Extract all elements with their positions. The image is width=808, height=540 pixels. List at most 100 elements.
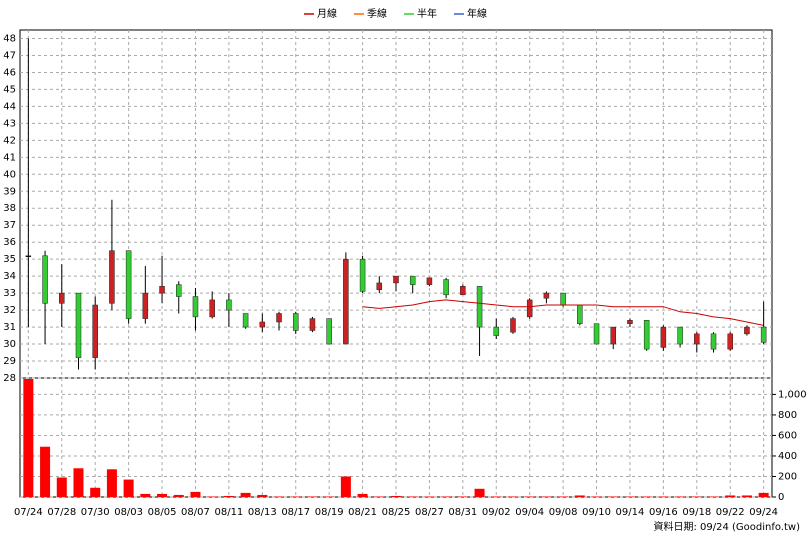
x-tick-label: 08/27 [415, 507, 444, 518]
volume-bar [324, 496, 335, 497]
volume-bar [691, 496, 702, 497]
candle-body [326, 318, 332, 345]
y-tick-label: 45 [3, 84, 16, 95]
y-tick-label: 31 [3, 322, 16, 333]
x-tick-label: 09/10 [582, 507, 611, 518]
candle-body [59, 292, 65, 304]
x-tick-label: 09/22 [716, 507, 745, 518]
candle-body [192, 296, 199, 318]
x-tick-label: 07/28 [47, 507, 76, 518]
candle-body [510, 318, 516, 333]
volume-bar [106, 469, 117, 497]
volume-bar [624, 496, 635, 497]
volume-bar [474, 488, 485, 497]
y-tick-label: 35 [3, 254, 16, 265]
x-tick-label: 08/03 [114, 507, 143, 518]
y2-tick-label: 200 [778, 471, 797, 482]
volume-bar [290, 496, 301, 497]
candle-body [643, 320, 650, 350]
x-tick-label: 08/19 [315, 507, 344, 518]
y-tick-label: 34 [3, 271, 16, 282]
y-tick-label: 37 [3, 220, 16, 231]
x-tick-label: 09/16 [649, 507, 678, 518]
volume-bar [725, 495, 736, 497]
y-tick-label: 44 [3, 101, 16, 112]
volume-bar [123, 479, 134, 497]
volume-bar [307, 496, 318, 497]
volume-bar [675, 496, 686, 497]
candle-body [610, 326, 616, 345]
y-tick-label: 39 [3, 186, 16, 197]
volume-bar [507, 496, 518, 497]
candle-body [159, 286, 165, 294]
candle-body [460, 286, 466, 296]
candle-body [209, 299, 215, 318]
candle-body [744, 326, 750, 335]
volume-bar [340, 476, 351, 497]
y2-tick-label: 600 [778, 430, 797, 441]
volume-bar [56, 477, 67, 497]
candle-body [42, 255, 48, 304]
candle-body [409, 275, 416, 285]
volume-bar [708, 496, 719, 497]
candle-body [92, 304, 98, 358]
x-tick-label: 09/24 [749, 507, 778, 518]
y-tick-label: 40 [3, 169, 16, 180]
candle-body [577, 304, 583, 324]
volume-bar [641, 496, 652, 497]
y-tick-label: 29 [3, 356, 16, 367]
candle-body [276, 313, 282, 323]
x-tick-label: 08/21 [348, 507, 377, 518]
candle-body [627, 320, 633, 324]
candle-body [593, 323, 600, 345]
y-tick-label: 48 [3, 33, 16, 44]
candle-body [176, 284, 182, 297]
y-tick-label: 42 [3, 135, 16, 146]
volume-bar [173, 494, 184, 497]
volume-bar [441, 496, 452, 497]
volume-bar [207, 496, 218, 497]
x-tick-label: 08/13 [248, 507, 277, 518]
candle-body [694, 333, 700, 345]
candle-body [376, 282, 383, 290]
candle-body [25, 255, 32, 258]
candle-body [109, 250, 115, 304]
volume-bar [608, 496, 619, 497]
candle-body [476, 286, 483, 328]
volume-bar [157, 493, 168, 497]
candle-body [760, 326, 767, 343]
x-tick-label: 08/17 [281, 507, 310, 518]
x-tick-label: 08/05 [148, 507, 177, 518]
volume-bar [190, 491, 201, 497]
y-tick-label: 33 [3, 288, 16, 299]
volume-bar [758, 492, 769, 497]
candle-body [242, 313, 249, 328]
candle-body [309, 318, 316, 331]
plot-frame [19, 29, 773, 498]
candle-body [677, 326, 683, 345]
volume-bar [257, 494, 268, 497]
volume-bar [223, 495, 234, 497]
x-tick-label: 09/02 [482, 507, 511, 518]
y2-tick-label: 0 [778, 492, 784, 503]
legend-label: 年線 [467, 7, 487, 20]
x-tick-label: 07/30 [81, 507, 110, 518]
candle-body [125, 250, 132, 319]
candle-body [543, 292, 550, 299]
ma-line [362, 299, 764, 326]
volume-bar [524, 496, 535, 497]
candle-body [142, 292, 149, 319]
candle-body [660, 326, 667, 348]
candle-body [226, 299, 232, 311]
y-tick-label: 47 [3, 50, 16, 61]
volume-bar [424, 496, 435, 497]
volume-bar [391, 495, 401, 497]
y2-tick-label: 1,000 [778, 389, 807, 400]
x-tick-label: 07/24 [14, 507, 43, 518]
candle-body [75, 292, 82, 358]
x-tick-label: 08/11 [214, 507, 243, 518]
volume-bar [274, 496, 285, 497]
y2-tick-label: 800 [778, 410, 797, 421]
